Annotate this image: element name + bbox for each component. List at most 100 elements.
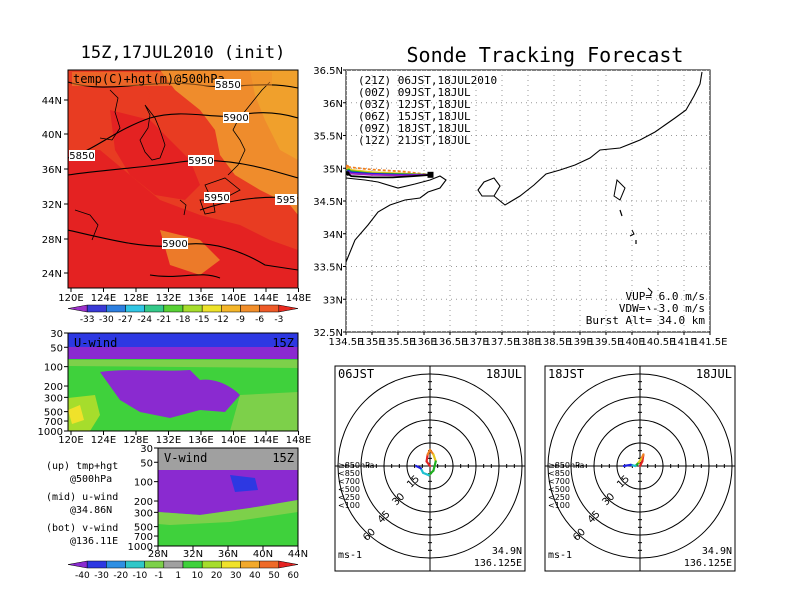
- track-21JST: [346, 166, 431, 176]
- temp-lon-label: 144E: [253, 293, 278, 304]
- temp-colorbar-swatch: [106, 304, 126, 313]
- contour-labels: 5850 5900 5850 5950 5950 5900 595: [69, 79, 297, 250]
- temp-colorbar-swatch: [240, 304, 260, 313]
- wind-colorbar: -40 -30 -20 -10 -1 1 10 20 30 40 50 60: [67, 560, 299, 581]
- hodo-time: 18JST: [548, 367, 584, 381]
- hodo-unit: ms-1: [338, 550, 362, 561]
- temp-lat-label: 24N: [42, 269, 62, 280]
- temp-colorbar-swatch: [182, 304, 203, 313]
- u-wind-label: U-wind: [74, 336, 117, 350]
- legend-bot-2: @136.11E: [70, 536, 118, 547]
- v-wind-label: V-wind: [164, 451, 207, 465]
- hodo-trace-segment: [622, 463, 632, 468]
- track-lon-label: 136.5E: [433, 337, 468, 348]
- track-lat-label: 32.5N: [313, 328, 343, 339]
- track-lat-label: 36N: [323, 99, 343, 110]
- wind-colorbar-label: -30: [94, 571, 109, 581]
- track-lon-label: 139.5E: [589, 337, 624, 348]
- wind-colorbar-label: -10: [133, 571, 148, 581]
- wind-colorbar-swatch: [221, 560, 241, 569]
- u-wind-p-label: 300: [44, 393, 63, 404]
- wind-colorbar-swatch: [144, 560, 165, 569]
- wind-colorbar-label: 50: [268, 571, 280, 581]
- u-wind-lon-label: 144E: [253, 435, 278, 446]
- hodo-level-label: <100: [548, 501, 570, 510]
- hodo-lat: 34.9N: [702, 546, 732, 557]
- wind-colorbar-swatch: [163, 560, 184, 569]
- v-wind-p-label: 1000: [128, 542, 153, 553]
- temp-lon-label: 140E: [221, 293, 246, 304]
- v-wind-lat-label: 28N: [148, 549, 168, 560]
- v-wind-lat-label: 32N: [183, 549, 203, 560]
- temp-lat-label: 36N: [42, 165, 62, 176]
- track-lon-label: 135.5E: [381, 337, 416, 348]
- temp-colorbar-label: -27: [118, 315, 133, 325]
- contour-label-5850a: 5850: [215, 80, 240, 91]
- wind-colorbar-label: 60: [287, 571, 299, 581]
- temp-lon-label: 132E: [156, 293, 181, 304]
- hodo-unit: ms-1: [548, 550, 572, 561]
- temp-colorbar-label: -24: [137, 315, 152, 325]
- hodo-level-label: <700: [548, 477, 570, 486]
- hodo-lat: 34.9N: [492, 546, 522, 557]
- temp-colorbar-swatch: [278, 304, 299, 313]
- temp-lon-label: 136E: [188, 293, 213, 304]
- param-burst-alt: Burst Alt= 34.0 km: [586, 314, 706, 327]
- u-wind-p-label: 100: [44, 363, 63, 374]
- contour-label-5900a: 5900: [223, 113, 248, 124]
- hodo-level-label: <500: [338, 485, 360, 494]
- track-lon-label: 141E: [671, 337, 696, 348]
- u-wind-p-label: 30: [50, 329, 63, 340]
- u-wind-lon-labels: 120E 124E 128E 132E 136E 140E 144E 148E: [58, 431, 311, 446]
- temp-colorbar-swatch: [221, 304, 241, 313]
- wind-colorbar-swatch: [67, 560, 88, 569]
- track-lon-label: 135E: [359, 337, 384, 348]
- hodo-level-label: <500: [548, 485, 570, 494]
- track-lon-label: 138.5E: [537, 337, 572, 348]
- wind-colorbar-label: 40: [249, 571, 261, 581]
- v-wind-lat-label: 40N: [253, 549, 273, 560]
- u-wind-lon-label: 120E: [58, 435, 83, 446]
- temp-colorbar-label: -9: [236, 315, 245, 325]
- track-lon-label: 141.5E: [693, 337, 728, 348]
- launch-point: [427, 171, 434, 178]
- track-lat-label: 35N: [323, 164, 343, 175]
- track-legend-entry: (09Z) 18JST,18JUL: [358, 122, 471, 135]
- v-wind-p-label: 30: [140, 444, 153, 455]
- contour-label-5950b: 5950: [204, 193, 229, 204]
- track-lat-label: 34.5N: [313, 197, 343, 208]
- track-lon-label: 140.5E: [641, 337, 676, 348]
- track-06JST: [347, 172, 431, 179]
- v-wind-p-label: 700: [134, 532, 153, 543]
- temp-lon-label: 148E: [286, 293, 311, 304]
- track-lat-label: 34N: [323, 230, 343, 241]
- legend-up-1: (up) tmp+hgt: [46, 461, 118, 472]
- temp-lon-label: 120E: [58, 293, 83, 304]
- temp-lon-label: 124E: [91, 293, 116, 304]
- u-wind-time: 15Z: [272, 336, 294, 350]
- wind-colorbar-label: 30: [230, 571, 242, 581]
- legend-bot-1: (bot) v-wind: [46, 523, 118, 534]
- temp-map: temp(C)+hgt(m)@500hPa 44N 40N 36N 32N 28N 24N…: [42, 69, 311, 304]
- temp-colorbar-label: -15: [195, 315, 210, 325]
- track-lat-label: 33.5N: [313, 263, 343, 274]
- v-wind-p-label: 300: [134, 508, 153, 519]
- hodo-date: 18JUL: [696, 367, 732, 381]
- temp-lat-label: 44N: [42, 96, 62, 107]
- track-legend-entry: (12Z) 21JST,18JUL: [358, 134, 471, 147]
- hodo-trace-segment: [415, 464, 422, 470]
- temp-colorbar-label: -33: [80, 315, 95, 325]
- temp-colorbar-label: -6: [255, 315, 264, 325]
- hodo-date: 18JUL: [486, 367, 522, 381]
- hodo-level-label: ≥850hPa: [338, 461, 375, 470]
- v-wind-lat-labels: 28N 32N 36N 40N 44N: [148, 546, 308, 560]
- temp-lat-label: 28N: [42, 235, 62, 246]
- v-wind-lat-label: 44N: [288, 549, 308, 560]
- wind-colorbar-swatch: [106, 560, 126, 569]
- temp-lon-label: 128E: [123, 293, 148, 304]
- u-wind-p-label: 50: [50, 343, 63, 354]
